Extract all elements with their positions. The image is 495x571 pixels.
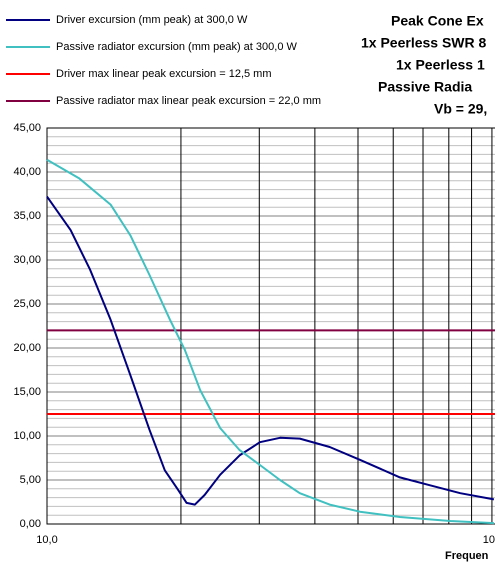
y-tick-label: 0,00 [20,518,41,530]
y-tick-label: 25,00 [13,298,41,310]
chart-title: Peak Cone Ex [391,13,484,29]
plot-area [47,128,495,524]
legend-label: Driver max linear peak excursion = 12,5 … [56,68,272,80]
chart-title: 1x Peerless SWR 8 [361,35,487,51]
series-line [46,196,495,506]
y-tick-label: 15,00 [13,386,41,398]
x-tick-label: 10,0 [36,534,57,546]
y-tick-label: 20,00 [13,342,41,354]
chart-title: 1x Peerless 1 [396,57,485,73]
y-tick-label: 10,00 [13,430,41,442]
x-tick-label: 100 [483,534,495,546]
chart-title: Passive Radia [378,79,472,95]
y-tick-label: 30,00 [13,254,41,266]
series-line [46,158,494,525]
legend-label: Passive radiator max linear peak excursi… [56,95,321,107]
chart-title: Vb = 29, [434,101,487,117]
x-axis-title: Frequen [445,550,489,562]
legend-label: Driver excursion (mm peak) at 300,0 W [56,14,248,26]
y-tick-label: 45,00 [13,122,41,134]
y-tick-label: 35,00 [13,210,41,222]
plot-border [46,127,495,525]
y-tick-label: 40,00 [13,166,41,178]
y-tick-label: 5,00 [20,474,41,486]
legend-label: Passive radiator excursion (mm peak) at … [56,41,297,53]
